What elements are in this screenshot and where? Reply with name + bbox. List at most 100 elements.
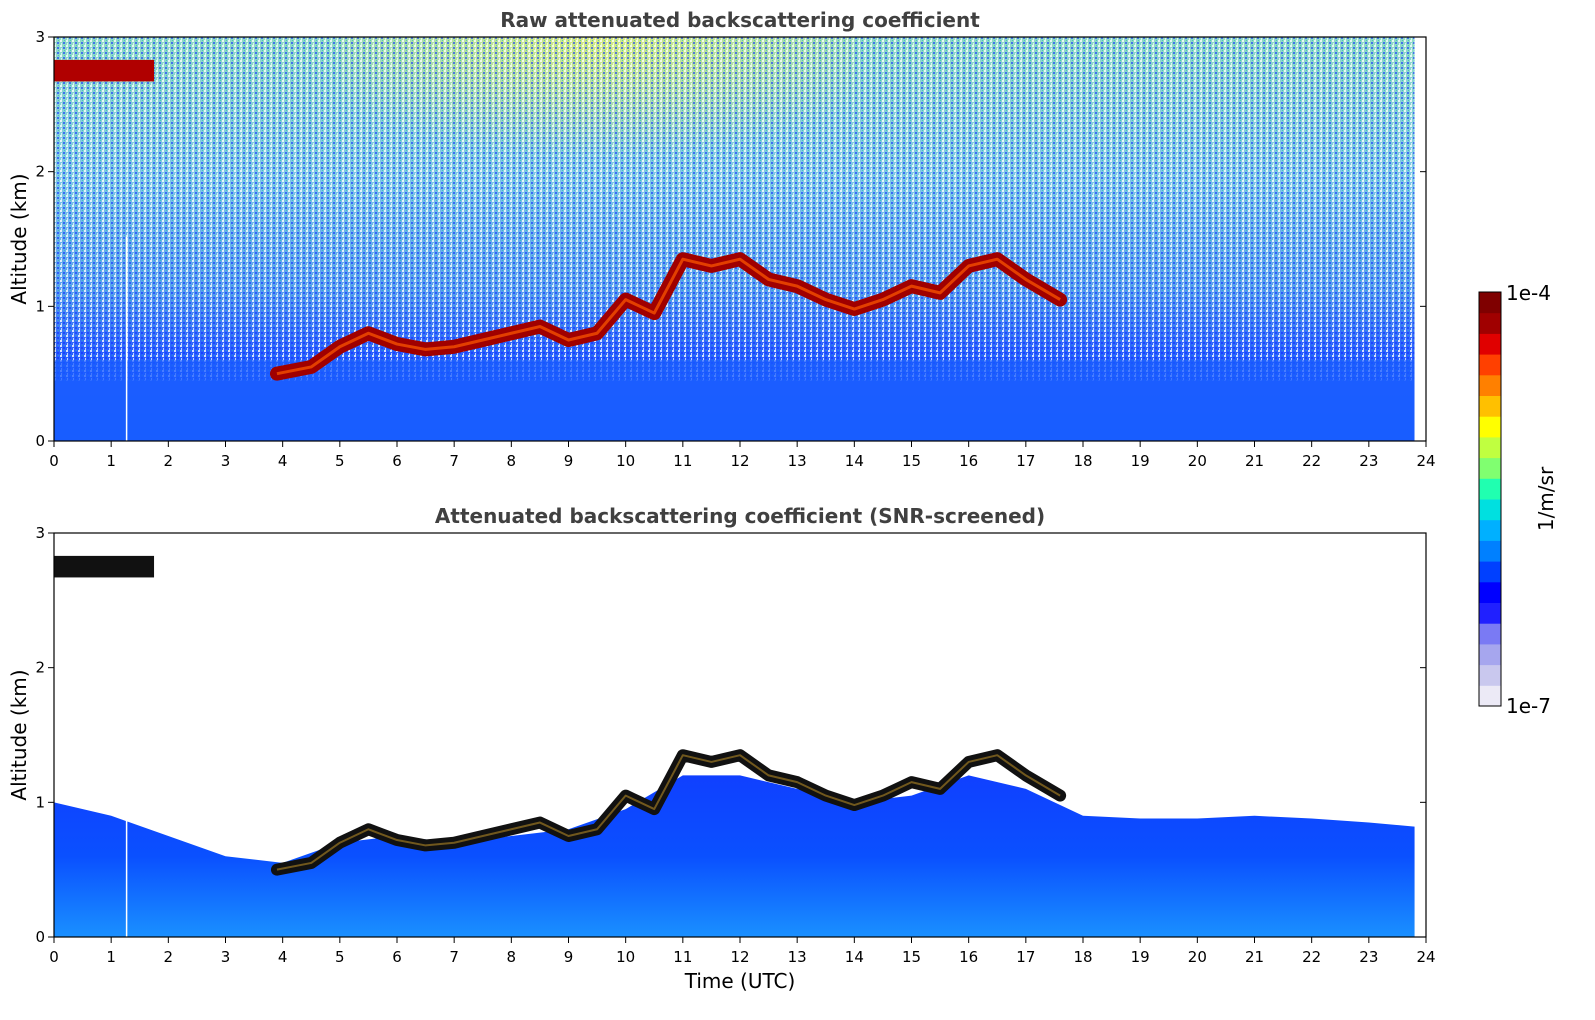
colorbar-step bbox=[1479, 499, 1501, 521]
bot-x-tick-label: 9 bbox=[564, 948, 574, 966]
raw-heatmap-noise bbox=[54, 37, 1415, 381]
top-x-tick-label: 23 bbox=[1359, 452, 1378, 470]
top-x-tick-label: 13 bbox=[788, 452, 807, 470]
raw-y-axis-label: Altitude (km) bbox=[7, 173, 31, 304]
top-x-tick-label: 17 bbox=[1016, 452, 1035, 470]
screened-heatmap-field bbox=[54, 533, 1426, 937]
raw-x-ticks: 0 1 2 3 4 5 6 7 8 9 10 11 12 13 14 15 16 17 18 19 20 21 22 23 24 bbox=[49, 441, 1436, 470]
bot-x-tick-label: 3 bbox=[221, 948, 231, 966]
bot-y-tick-label: 1 bbox=[35, 793, 45, 811]
top-x-tick-label: 20 bbox=[1188, 452, 1207, 470]
top-x-tick-label: 4 bbox=[278, 452, 288, 470]
raw-cloud-layers bbox=[54, 59, 1068, 381]
colorbar-step bbox=[1479, 478, 1501, 500]
bot-x-tick-label: 12 bbox=[730, 948, 749, 966]
top-x-tick-label: 21 bbox=[1245, 452, 1264, 470]
bot-x-tick-label: 5 bbox=[335, 948, 345, 966]
colorbar-step bbox=[1479, 540, 1501, 562]
bot-x-tick-label: 17 bbox=[1016, 948, 1035, 966]
colorbar-step bbox=[1479, 602, 1501, 624]
colorbar-step bbox=[1479, 457, 1501, 479]
bot-x-tick-label: 22 bbox=[1302, 948, 1321, 966]
colorbar-unit-label: 1/m/sr bbox=[1534, 466, 1558, 531]
screened-cloud-upper bbox=[54, 555, 155, 578]
colorbar-step bbox=[1479, 374, 1501, 396]
bot-x-tick-label: 24 bbox=[1416, 948, 1435, 966]
bot-x-tick-label: 10 bbox=[616, 948, 635, 966]
colorbar-frame bbox=[1478, 291, 1502, 707]
bot-x-tick-label: 4 bbox=[278, 948, 288, 966]
top-x-tick-label: 14 bbox=[845, 452, 864, 470]
colorbar-step bbox=[1479, 561, 1501, 583]
top-x-tick-label: 6 bbox=[392, 452, 402, 470]
colorbar-step bbox=[1479, 416, 1501, 438]
colorbar-step bbox=[1479, 519, 1501, 541]
colorbar-step bbox=[1479, 643, 1501, 666]
screened-x-ticks: 0 1 2 3 4 5 6 7 8 9 10 11 12 13 14 15 16 17 18 19 20 21 22 23 24 bbox=[49, 937, 1436, 966]
top-y-tick-label: 1 bbox=[35, 297, 45, 315]
colorbar-step bbox=[1479, 354, 1501, 376]
top-x-tick-label: 3 bbox=[221, 452, 231, 470]
bot-x-tick-label: 23 bbox=[1359, 948, 1378, 966]
top-x-tick-label: 19 bbox=[1131, 452, 1150, 470]
colorbar-step bbox=[1479, 664, 1501, 686]
screened-backscatter-plot: 0 1 2 3 4 5 6 7 8 9 10 11 12 13 14 15 16 17 18 19 20 21 22 23 24… bbox=[7, 504, 1436, 993]
bot-x-tick-label: 18 bbox=[1073, 948, 1092, 966]
raw-cloud-lower-edge bbox=[276, 257, 1061, 376]
bot-y-tick-label: 3 bbox=[35, 524, 45, 542]
screened-cloud-lower-edge bbox=[276, 754, 1061, 871]
top-x-tick-label: 10 bbox=[616, 452, 635, 470]
bot-x-tick-label: 15 bbox=[902, 948, 921, 966]
top-x-tick-label: 22 bbox=[1302, 452, 1321, 470]
bot-y-tick-label: 0 bbox=[35, 928, 45, 946]
bot-x-tick-label: 1 bbox=[106, 948, 116, 966]
colorbar-step bbox=[1479, 333, 1501, 355]
bot-x-tick-label: 21 bbox=[1245, 948, 1264, 966]
screened-y-ticks: 0 1 2 3 bbox=[35, 524, 1426, 946]
top-y-tick-label: 0 bbox=[35, 432, 45, 450]
top-x-tick-label: 9 bbox=[564, 452, 574, 470]
top-x-tick-label: 8 bbox=[507, 452, 517, 470]
colorbar-step bbox=[1479, 623, 1501, 645]
top-x-tick-label: 0 bbox=[49, 452, 59, 470]
bot-x-tick-label: 7 bbox=[449, 948, 459, 966]
top-x-tick-label: 18 bbox=[1073, 452, 1092, 470]
top-x-tick-label: 5 bbox=[335, 452, 345, 470]
bot-x-tick-label: 20 bbox=[1188, 948, 1207, 966]
screened-y-axis-label: Altitude (km) bbox=[7, 669, 31, 800]
bot-x-tick-label: 6 bbox=[392, 948, 402, 966]
colorbar-min-label: 1e-7 bbox=[1506, 694, 1551, 718]
top-x-tick-label: 1 bbox=[106, 452, 116, 470]
raw-boundary-layer bbox=[54, 360, 1415, 441]
colorbar-steps bbox=[1479, 292, 1501, 707]
top-y-tick-label: 2 bbox=[35, 163, 45, 181]
colorbar-step bbox=[1479, 685, 1501, 707]
top-x-tick-label: 11 bbox=[673, 452, 692, 470]
colorbar: 1e-4 1e-7 1/m/sr bbox=[1478, 281, 1558, 718]
top-x-tick-label: 15 bbox=[902, 452, 921, 470]
top-x-tick-label: 16 bbox=[959, 452, 978, 470]
bot-x-tick-label: 8 bbox=[507, 948, 517, 966]
colorbar-max-label: 1e-4 bbox=[1506, 281, 1551, 305]
bot-x-tick-label: 14 bbox=[845, 948, 864, 966]
bot-x-tick-label: 16 bbox=[959, 948, 978, 966]
colorbar-step bbox=[1479, 581, 1501, 603]
colorbar-step bbox=[1479, 395, 1501, 417]
bot-x-tick-label: 0 bbox=[49, 948, 59, 966]
screened-boundary-layer bbox=[54, 775, 1415, 937]
colorbar-step bbox=[1479, 292, 1501, 314]
raw-heatmap-field bbox=[54, 37, 1426, 441]
top-x-tick-label: 24 bbox=[1416, 452, 1435, 470]
top-x-tick-label: 12 bbox=[730, 452, 749, 470]
bot-x-tick-label: 19 bbox=[1131, 948, 1150, 966]
top-x-tick-label: 2 bbox=[164, 452, 174, 470]
colorbar-step bbox=[1479, 312, 1501, 334]
colorbar-step bbox=[1479, 436, 1501, 459]
bot-x-tick-label: 2 bbox=[164, 948, 174, 966]
bot-y-tick-label: 2 bbox=[35, 659, 45, 677]
raw-cloud-upper bbox=[54, 59, 155, 82]
raw-chart-title: Raw attenuated backscattering coefficien… bbox=[500, 8, 980, 32]
screened-chart-title: Attenuated backscattering coefficient (S… bbox=[435, 504, 1045, 528]
raw-y-ticks: 0 1 2 3 bbox=[35, 28, 1426, 450]
